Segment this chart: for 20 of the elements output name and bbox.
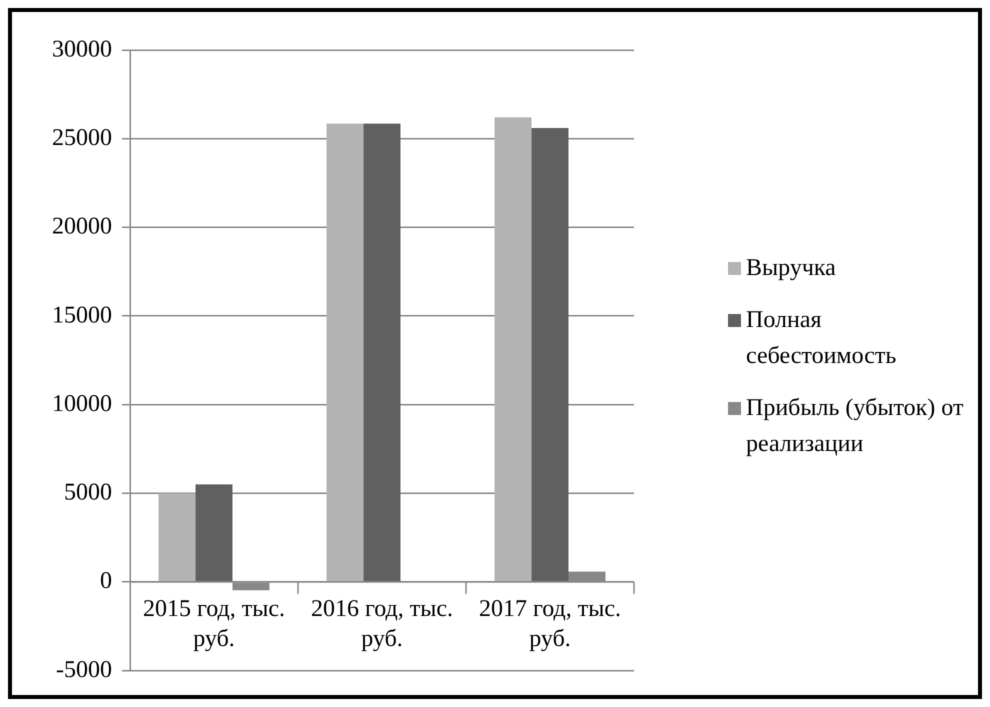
y-tick-label: 30000	[52, 36, 112, 62]
y-tick-label: 0	[100, 568, 112, 594]
bar	[494, 117, 532, 582]
legend-label: Полная себестоимость	[746, 306, 898, 371]
y-tick-label: 20000	[52, 214, 112, 240]
y-tick-label: 5000	[64, 480, 112, 506]
bar	[364, 124, 400, 582]
y-tick-label: 10000	[52, 390, 112, 417]
legend-label: Выручка	[746, 254, 836, 283]
x-tick-label: 2015 год, тыс. руб.	[142, 596, 286, 652]
bar	[532, 128, 568, 582]
legend-label: Прибыль (убыток) от реализации	[746, 394, 964, 459]
bar	[158, 493, 196, 582]
y-tick-label: 25000	[52, 124, 112, 151]
bar	[326, 124, 364, 582]
x-tick-label: 2016 год, тыс. руб.	[310, 596, 454, 652]
y-tick-label: -5000	[56, 656, 112, 683]
y-tick-label: 15000	[52, 302, 112, 328]
x-tick-label: 2017 год, тыс. руб.	[478, 596, 622, 652]
bar	[196, 484, 232, 582]
